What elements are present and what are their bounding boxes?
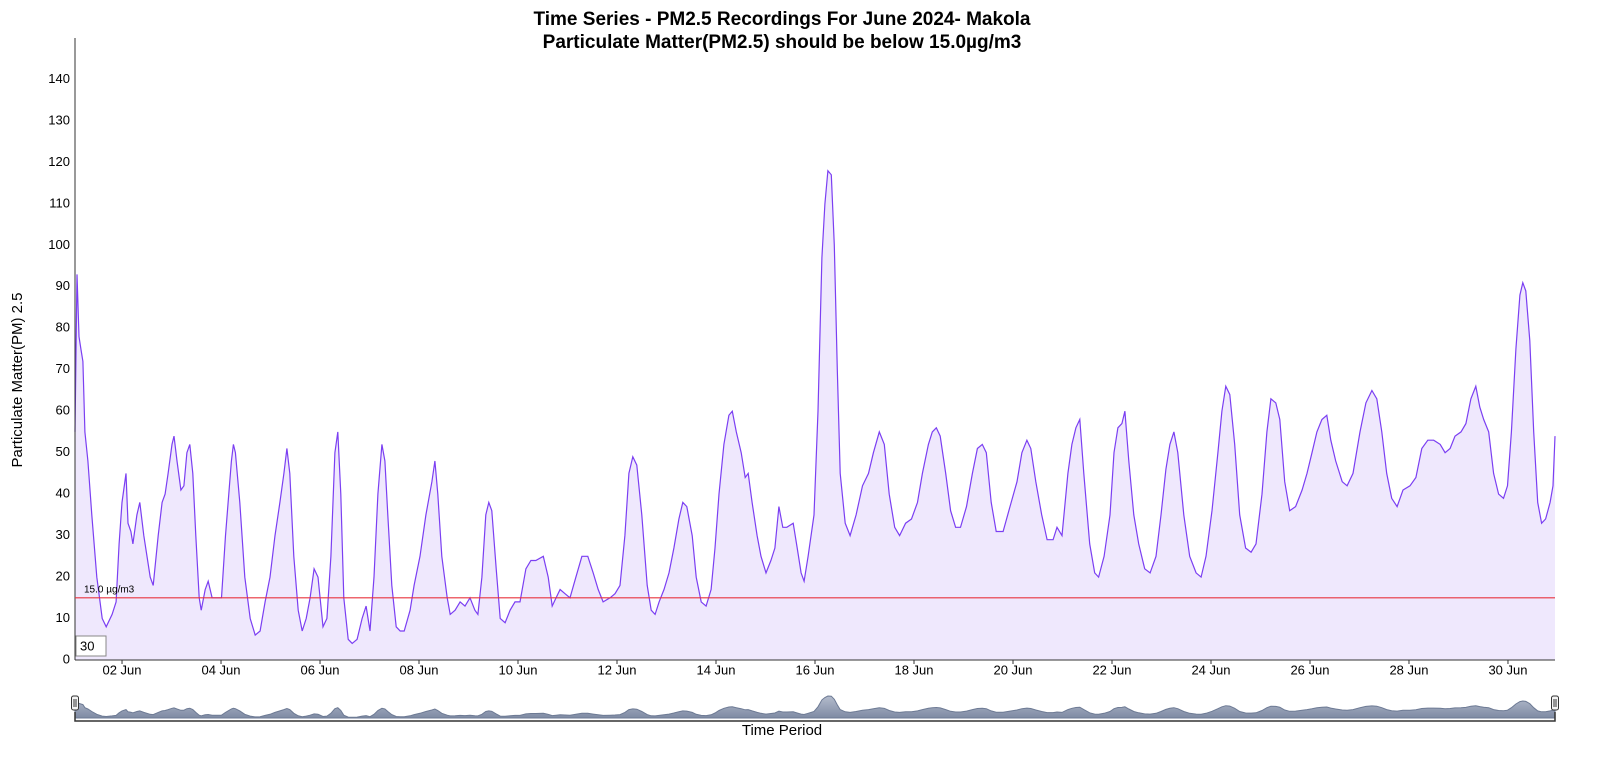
line xyxy=(74,169,1556,645)
y-tick-label: 110 xyxy=(49,195,70,210)
zoom-input-box[interactable] xyxy=(75,635,107,657)
x-tick-label: 10 Jun xyxy=(498,662,537,677)
x-tick-label: 26 Jun xyxy=(1290,662,1329,677)
y-tick-label: 30 xyxy=(56,527,70,542)
x-tick-label: 16 Jun xyxy=(795,662,834,677)
x-tick-label: 04 Jun xyxy=(201,662,240,677)
area-fill xyxy=(75,170,1555,660)
x-tick-label: 30 Jun xyxy=(1488,662,1527,677)
y-tick-label: 40 xyxy=(56,486,70,501)
x-axis-label: Time Period xyxy=(742,722,822,739)
y-tick-label: 50 xyxy=(56,444,70,459)
x-tick-label: 28 Jun xyxy=(1389,662,1428,677)
y-tick-label: 140 xyxy=(48,71,70,86)
zoom-input[interactable]: 30 xyxy=(75,635,107,657)
y-tick-label: 60 xyxy=(56,403,70,418)
y-tick-label: 90 xyxy=(56,278,70,293)
x-tick-label: 22 Jun xyxy=(1092,662,1131,677)
x-tick-label: 24 Jun xyxy=(1191,662,1230,677)
navigator-area xyxy=(74,695,1556,719)
x-tick-label: 18 Jun xyxy=(894,662,933,677)
navigator-handle[interactable] xyxy=(1551,695,1559,711)
y-tick-label: 120 xyxy=(48,154,70,169)
y-tick-label: 0 xyxy=(63,651,70,666)
navigator-frame xyxy=(74,712,1556,722)
y-tick-label: 80 xyxy=(56,320,70,335)
x-tick-label: 08 Jun xyxy=(399,662,438,677)
x-tick-label: 20 Jun xyxy=(993,662,1032,677)
y-tick-label: 10 xyxy=(56,610,70,625)
y-axis-label: Particulate Matter(PM) 2.5 xyxy=(9,292,26,467)
chart-title: Time Series - PM2.5 Recordings For June … xyxy=(534,9,1031,30)
navigator-handle[interactable] xyxy=(71,695,79,711)
x-tick-label: 02 Jun xyxy=(102,662,141,677)
threshold-label: 15.0 µg/m3 xyxy=(84,584,135,595)
y-tick-label: 20 xyxy=(56,569,70,584)
chart-subtitle: Particulate Matter(PM2.5) should be belo… xyxy=(543,32,1022,53)
y-tick-label: 130 xyxy=(48,112,70,127)
y-tick-label: 70 xyxy=(56,361,70,376)
zoom-input-text[interactable]: 30 xyxy=(80,638,94,653)
x-tick-label: 06 Jun xyxy=(300,662,339,677)
x-tick-label: 12 Jun xyxy=(597,662,636,677)
y-tick-label: 100 xyxy=(48,237,70,252)
x-tick-label: 14 Jun xyxy=(696,662,735,677)
